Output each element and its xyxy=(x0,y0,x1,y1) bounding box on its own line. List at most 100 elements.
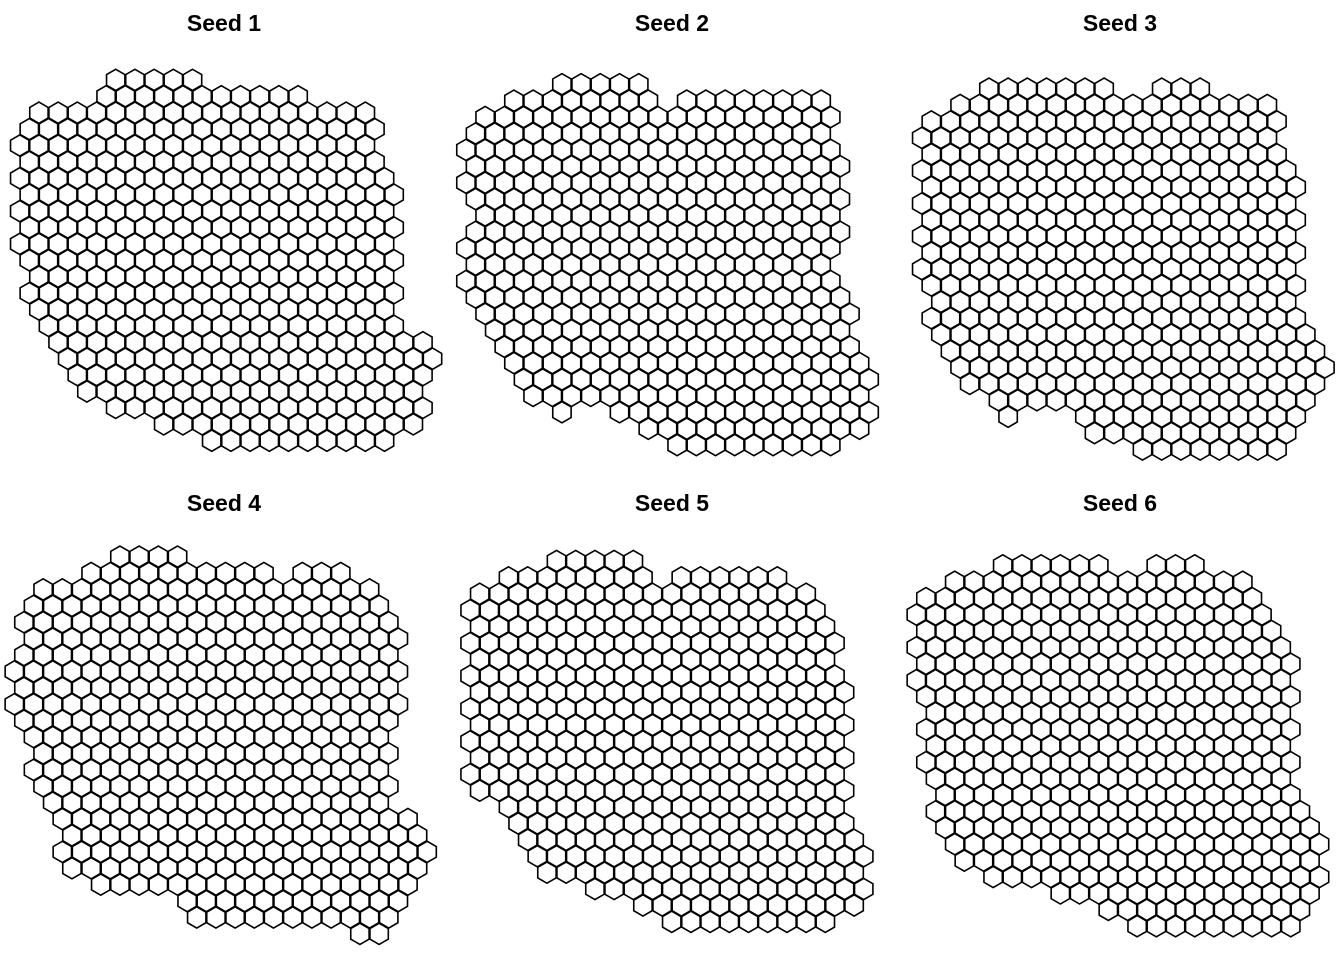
hex-cell xyxy=(1247,437,1268,461)
hex-cell xyxy=(820,433,841,457)
hex-cell xyxy=(849,417,870,441)
hex-cell xyxy=(201,429,222,453)
panel-title-seed-1: Seed 1 xyxy=(186,10,262,36)
hex-cell xyxy=(240,429,261,453)
hex-cell xyxy=(757,910,778,934)
hex-cell xyxy=(1103,421,1124,445)
hex-cell xyxy=(719,910,740,934)
hex-cell xyxy=(801,433,822,457)
hex-cell xyxy=(129,873,150,897)
hex-cell xyxy=(336,429,357,453)
hex-cell xyxy=(1146,914,1167,938)
hex-cell xyxy=(632,893,653,917)
hex-cell xyxy=(609,400,630,424)
hex-cell xyxy=(316,429,337,453)
hex-cell xyxy=(667,433,688,457)
hex-map-seed-1 xyxy=(9,68,443,453)
hex-cell xyxy=(580,384,601,408)
hex-cell xyxy=(1050,881,1071,905)
hex-cell xyxy=(556,861,577,885)
hex-cell xyxy=(536,861,557,885)
hex-cell xyxy=(220,429,241,453)
hex-cell xyxy=(259,429,280,453)
hex-cell xyxy=(321,905,342,929)
hex-cell xyxy=(355,429,376,453)
hex-cell xyxy=(90,873,111,897)
hex-cell xyxy=(1203,914,1224,938)
hex-cell xyxy=(523,384,544,408)
hex-cell xyxy=(584,877,605,901)
hex-cell xyxy=(1132,437,1153,461)
hex-cell xyxy=(983,865,1004,889)
hex-cell xyxy=(1209,437,1230,461)
hex-cell xyxy=(743,433,764,457)
hex-cell xyxy=(76,379,97,404)
hex-cell xyxy=(661,910,682,934)
hex-cell xyxy=(148,873,169,897)
hex-cell xyxy=(1046,388,1067,412)
hex-cell xyxy=(349,922,370,946)
hex-cell xyxy=(1261,914,1282,938)
hex-cell xyxy=(1190,437,1211,461)
hex-cell xyxy=(815,910,836,934)
hex-cell xyxy=(469,779,490,803)
hex-cell xyxy=(301,905,322,929)
hex-cell xyxy=(1084,421,1105,445)
hex-cell xyxy=(297,429,318,453)
hex-map-seed-5 xyxy=(460,549,874,934)
hex-cell xyxy=(186,905,207,929)
hex-cell xyxy=(1151,437,1172,461)
hex-cell xyxy=(124,396,145,420)
hex-cell xyxy=(1184,914,1205,938)
hex-cell xyxy=(638,417,659,441)
hex-cell xyxy=(959,372,980,396)
hex-cell xyxy=(1170,437,1191,461)
panel-title-seed-5: Seed 5 xyxy=(634,490,710,516)
hex-cell xyxy=(776,910,797,934)
hex-cell xyxy=(763,433,784,457)
hex-cell xyxy=(109,873,130,897)
hex-cell xyxy=(1002,865,1023,889)
hex-cell xyxy=(705,433,726,457)
hex-cell xyxy=(796,910,817,934)
hex-cell xyxy=(686,433,707,457)
hex-cell xyxy=(1026,388,1047,412)
panel-title-seed-3: Seed 3 xyxy=(1082,10,1158,36)
hex-cell xyxy=(1098,898,1119,922)
hex-cell xyxy=(282,905,303,929)
hex-cell xyxy=(844,893,865,917)
hex-cell xyxy=(738,910,759,934)
hex-cell xyxy=(403,412,424,436)
hex-cell xyxy=(374,429,395,453)
hex-cell xyxy=(998,405,1019,429)
hex-cell xyxy=(153,412,174,436)
hex-cell xyxy=(954,849,975,873)
hex-cell xyxy=(1266,437,1287,461)
panel-title-seed-4: Seed 4 xyxy=(186,490,262,516)
hex-cell xyxy=(1021,865,1042,889)
hex-map-seed-6 xyxy=(906,553,1330,938)
hex-cell xyxy=(172,412,193,436)
hex-cell xyxy=(700,910,721,934)
hex-cell xyxy=(680,910,701,934)
hex-cell xyxy=(1228,437,1249,461)
hex-cell xyxy=(61,856,82,880)
hex-cell xyxy=(225,905,246,929)
hex-cell xyxy=(244,905,265,929)
hex-cell xyxy=(1242,914,1263,938)
hex-cell xyxy=(1165,914,1186,938)
hex-map-seed-4 xyxy=(4,545,438,946)
hex-cell xyxy=(278,429,299,453)
hex-cell xyxy=(1223,914,1244,938)
hex-map-seed-2 xyxy=(455,72,880,457)
panel-title-seed-6: Seed 6 xyxy=(1082,490,1158,516)
hex-cell xyxy=(263,905,284,929)
hex-cell xyxy=(1280,914,1301,938)
hex-cell xyxy=(105,396,126,420)
hex-cell xyxy=(1127,914,1148,938)
hex-map-seed-3 xyxy=(911,77,1335,461)
hex-cell xyxy=(551,400,572,424)
hex-cell xyxy=(1069,881,1090,905)
hex-cell xyxy=(604,877,625,901)
